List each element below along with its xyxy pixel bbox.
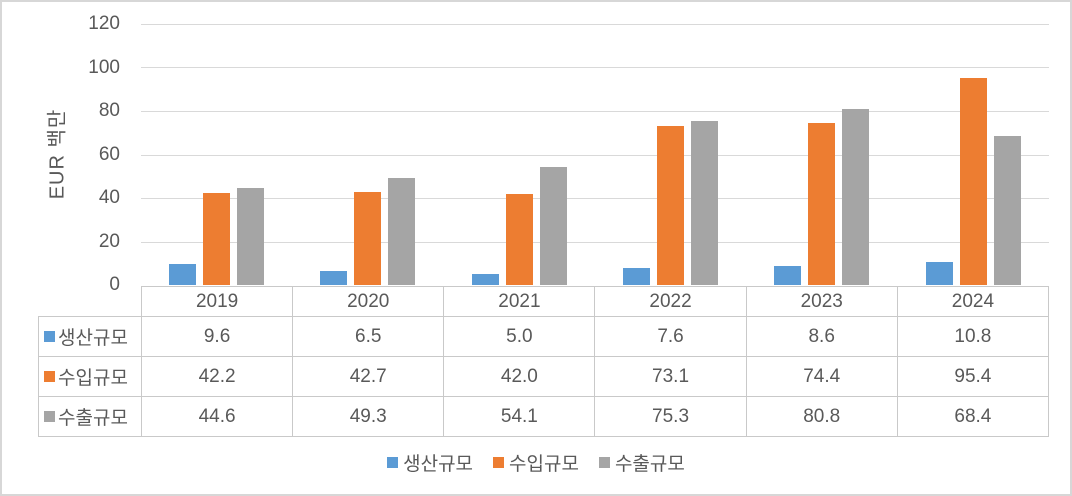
table-header-row: 2019 2020 2021 2022 2023 2024 [39, 286, 1050, 317]
value-cell: 54.1 [443, 396, 596, 437]
bar-group-2021 [444, 24, 595, 285]
value-cell: 42.7 [292, 356, 445, 397]
y-tick-label: 40 [98, 187, 120, 208]
bar-production-2021 [471, 274, 499, 285]
value-cell: 7.6 [594, 316, 747, 357]
value-cell: 6.5 [292, 316, 445, 357]
gridline [141, 111, 1049, 112]
table-row-export: 수출규모 44.6 49.3 54.1 75.3 80.8 68.4 [38, 396, 1050, 437]
table-row-production: 생산규모 9.6 6.5 5.0 7.6 8.6 10.8 [38, 316, 1050, 357]
year-header-cell: 2023 [745, 286, 898, 317]
row-label-cell: 생산규모 [38, 316, 142, 357]
year-header-cell: 2019 [140, 286, 294, 317]
year-header-cell: 2020 [292, 286, 445, 317]
series-label: 생산규모 [58, 328, 128, 349]
bar-import-2024 [959, 77, 987, 285]
bar-export-2022 [691, 121, 719, 285]
value-cell: 73.1 [594, 356, 747, 397]
value-cell: 44.6 [140, 396, 294, 437]
bar-export-2020 [388, 177, 416, 285]
bar-import-2021 [505, 193, 533, 285]
gridline [141, 155, 1049, 156]
row-label: 수입규모 [40, 363, 141, 390]
series-marker-icon [44, 331, 55, 342]
bar-import-2023 [808, 123, 836, 285]
value-cell: 74.4 [745, 356, 898, 397]
legend-label: 생산규모 [403, 453, 474, 475]
table-row-import: 수입규모 42.2 42.7 42.0 73.1 74.4 95.4 [38, 356, 1050, 397]
value-cell: 68.4 [896, 396, 1050, 437]
bar-export-2019 [237, 188, 265, 285]
legend-item-export: 수출규모 [598, 449, 685, 476]
bar-production-2019 [169, 264, 197, 285]
legend-marker-icon [598, 456, 610, 468]
plot-area [141, 24, 1049, 285]
bar-group-2023 [746, 24, 897, 285]
value-cell: 5.0 [443, 316, 596, 357]
legend-label: 수출규모 [614, 453, 685, 475]
series-marker-icon [44, 411, 55, 422]
row-label-cell: 수입규모 [38, 356, 142, 397]
legend-marker-icon [493, 456, 505, 468]
bar-export-2023 [842, 109, 870, 285]
bar-group-2024 [898, 24, 1049, 285]
bar-import-2019 [203, 193, 231, 285]
row-label: 생산규모 [40, 323, 141, 350]
value-cell: 42.2 [140, 356, 294, 397]
legend-label: 수입규모 [509, 453, 579, 475]
legend-item-production: 생산규모 [387, 449, 473, 476]
bar-import-2020 [354, 192, 382, 285]
y-tick-label: 60 [98, 143, 120, 165]
legend-item-import: 수입규모 [493, 449, 579, 476]
bar-production-2022 [623, 268, 651, 285]
bar-import-2022 [657, 126, 685, 285]
y-tick-label: 20 [98, 230, 120, 252]
y-tick-label: 0 [109, 274, 120, 295]
row-label: 수출규모 [40, 403, 141, 430]
legend-marker-icon [387, 456, 399, 468]
bar-export-2021 [539, 167, 567, 285]
series-label: 수입규모 [58, 368, 128, 389]
row-label-cell: 수출규모 [38, 396, 142, 437]
y-tick-label: 100 [88, 56, 120, 78]
chart-legend: 생산규모 수입규모 수출규모 [2, 447, 1070, 477]
table-corner-cell [39, 287, 142, 317]
bar-production-2024 [925, 261, 953, 285]
bar-production-2020 [320, 270, 348, 285]
series-marker-icon [44, 371, 55, 382]
value-cell: 80.8 [745, 396, 898, 437]
bar-group-2022 [595, 24, 746, 285]
year-header-cell: 2021 [443, 286, 596, 317]
value-cell: 10.8 [896, 316, 1050, 357]
value-cell: 75.3 [594, 396, 747, 437]
gridline [141, 242, 1049, 243]
bar-export-2024 [993, 136, 1021, 285]
value-cell: 8.6 [745, 316, 898, 357]
bar-production-2023 [774, 266, 802, 285]
value-cell: 9.6 [140, 316, 294, 357]
gridline [141, 24, 1049, 25]
year-header-cell: 2024 [896, 286, 1050, 317]
value-cell: 42.0 [443, 356, 596, 397]
gridline [141, 67, 1049, 68]
y-tick-label: 80 [98, 100, 120, 121]
value-cell: 49.3 [292, 396, 445, 437]
series-label: 수출규모 [58, 408, 128, 429]
bar-group-2019 [141, 24, 292, 285]
y-tick-label: 120 [88, 13, 120, 34]
data-table: 2019 2020 2021 2022 2023 2024 생산규모 9.6 6.5 5.0 7.6… [38, 286, 1050, 437]
year-header-cell: 2022 [594, 286, 747, 317]
gridline [141, 198, 1049, 199]
bar-groups [141, 24, 1049, 285]
value-cell: 95.4 [896, 356, 1050, 397]
bar-group-2020 [292, 24, 443, 285]
